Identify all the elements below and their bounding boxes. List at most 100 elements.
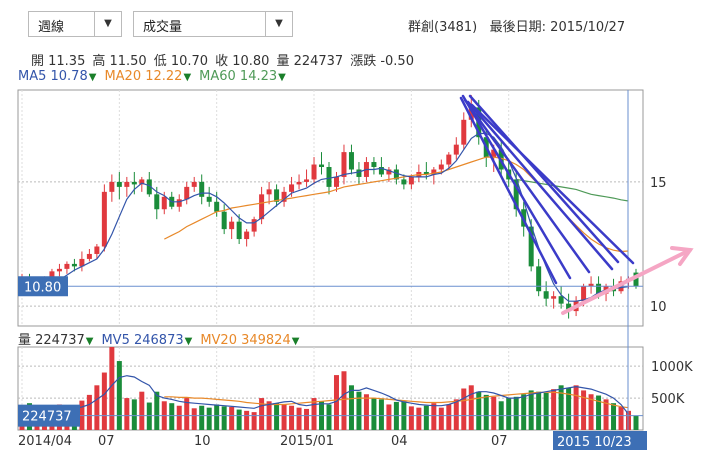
volume-bar	[311, 398, 317, 430]
volume-bar	[341, 371, 347, 430]
candle-body	[86, 253, 92, 259]
down-triangle-icon: ▼	[183, 72, 192, 83]
volume-bar	[453, 399, 459, 430]
candle-body	[386, 169, 392, 175]
candle-body	[56, 268, 62, 272]
volume-bar	[371, 398, 377, 430]
volume-bar	[116, 361, 122, 430]
volume-bar	[251, 412, 257, 430]
stock-header: 群創(3481) 最後日期: 2015/10/27	[408, 16, 625, 35]
volume-bar	[199, 405, 205, 430]
candle-body	[101, 191, 107, 247]
volume-bar	[101, 372, 107, 430]
volume-bar	[513, 396, 519, 430]
candle-body	[244, 231, 250, 240]
volume-bar	[169, 403, 175, 430]
volume-bar	[154, 391, 160, 430]
volume-bar	[596, 395, 602, 430]
candle-body	[468, 107, 474, 120]
candle-body	[304, 179, 310, 182]
candle-body	[274, 189, 280, 202]
ohlc-item: 開 11.35	[31, 54, 86, 69]
volume-bar	[296, 407, 302, 430]
candle-body	[566, 303, 572, 312]
volume-bar	[603, 399, 609, 430]
candle-body	[596, 283, 602, 294]
x-tick-label: 2014/04	[18, 434, 72, 449]
x-tick-label: 10	[194, 434, 211, 449]
candle-body	[543, 291, 549, 299]
mv-label: MV20 349824	[200, 333, 291, 348]
volume-bar	[461, 388, 467, 430]
stock-name: 群創(3481)	[408, 20, 478, 35]
volume-bar	[528, 390, 534, 430]
indicator-select[interactable]: 成交量 ▼	[133, 11, 293, 37]
volume-bar	[184, 398, 190, 430]
candle-body	[94, 246, 100, 254]
candle-body	[558, 296, 564, 304]
candle-body	[296, 181, 302, 185]
current-date-badge	[553, 431, 647, 450]
volume-bar	[581, 390, 587, 430]
candle-body	[221, 211, 227, 230]
volume-bar	[363, 394, 369, 430]
candle-body	[446, 154, 452, 165]
candle-body	[341, 152, 347, 177]
chevron-down-icon[interactable]: ▼	[265, 12, 292, 36]
chevron-down-icon[interactable]: ▼	[94, 12, 121, 36]
candle-body	[393, 169, 399, 180]
volume-bar	[476, 391, 482, 430]
annotation-stroke	[468, 94, 620, 264]
candle-body	[191, 181, 197, 187]
volume-bar	[566, 387, 572, 430]
candle-body	[124, 181, 130, 187]
candle-body	[423, 171, 429, 175]
volume-bar	[626, 410, 632, 430]
ma5-line	[21, 132, 629, 302]
candle-body	[154, 194, 160, 210]
candle-body	[491, 149, 497, 158]
candle-body	[289, 184, 295, 192]
candle-body	[513, 179, 519, 210]
volume-bar	[611, 403, 617, 430]
volume-bar	[333, 375, 339, 430]
price-panel-frame	[17, 89, 644, 327]
down-triangle-icon: ▼	[184, 336, 193, 347]
ohlc-item: 低 10.70	[153, 54, 209, 69]
volume-bar	[146, 402, 152, 430]
volume-bar	[214, 404, 220, 430]
arrow-head	[670, 246, 694, 266]
candle-body	[528, 226, 534, 267]
uptrend-arrow	[561, 246, 694, 315]
volume-bar	[416, 407, 422, 430]
period-select-value: 週線	[38, 20, 65, 35]
x-tick-label: 07	[491, 434, 508, 449]
candle-body	[229, 221, 235, 230]
current-price-label: 10.80	[24, 280, 61, 295]
volume-bar	[139, 391, 145, 430]
ma-label: MA5 10.78	[18, 69, 88, 84]
volume-bar	[109, 347, 115, 430]
candle-body	[319, 164, 325, 168]
candle-body	[214, 201, 220, 212]
period-select[interactable]: 週線 ▼	[28, 11, 122, 37]
price-tick-label: 10	[650, 300, 667, 315]
volume-bar	[86, 394, 92, 430]
volume-bar	[386, 404, 392, 430]
candle-body	[326, 167, 332, 187]
volume-tick-label: 1000K	[651, 360, 693, 375]
candle-body	[236, 221, 242, 240]
candle-body	[401, 179, 407, 185]
price-tick-label: 15	[650, 176, 667, 191]
ohlc-item: 收 10.80	[215, 54, 270, 69]
volume-bar	[191, 408, 197, 430]
annotation-stroke	[461, 94, 572, 280]
mv-label: MV5 246873	[101, 333, 184, 348]
volume-bar	[356, 391, 362, 430]
ma-label: MA20 12.22	[104, 69, 183, 84]
last-date-label: 最後日期:	[489, 20, 547, 35]
candle-body	[371, 162, 377, 168]
current-price-badge	[18, 276, 68, 297]
volume-bar	[588, 394, 594, 430]
candle-body	[551, 296, 557, 299]
